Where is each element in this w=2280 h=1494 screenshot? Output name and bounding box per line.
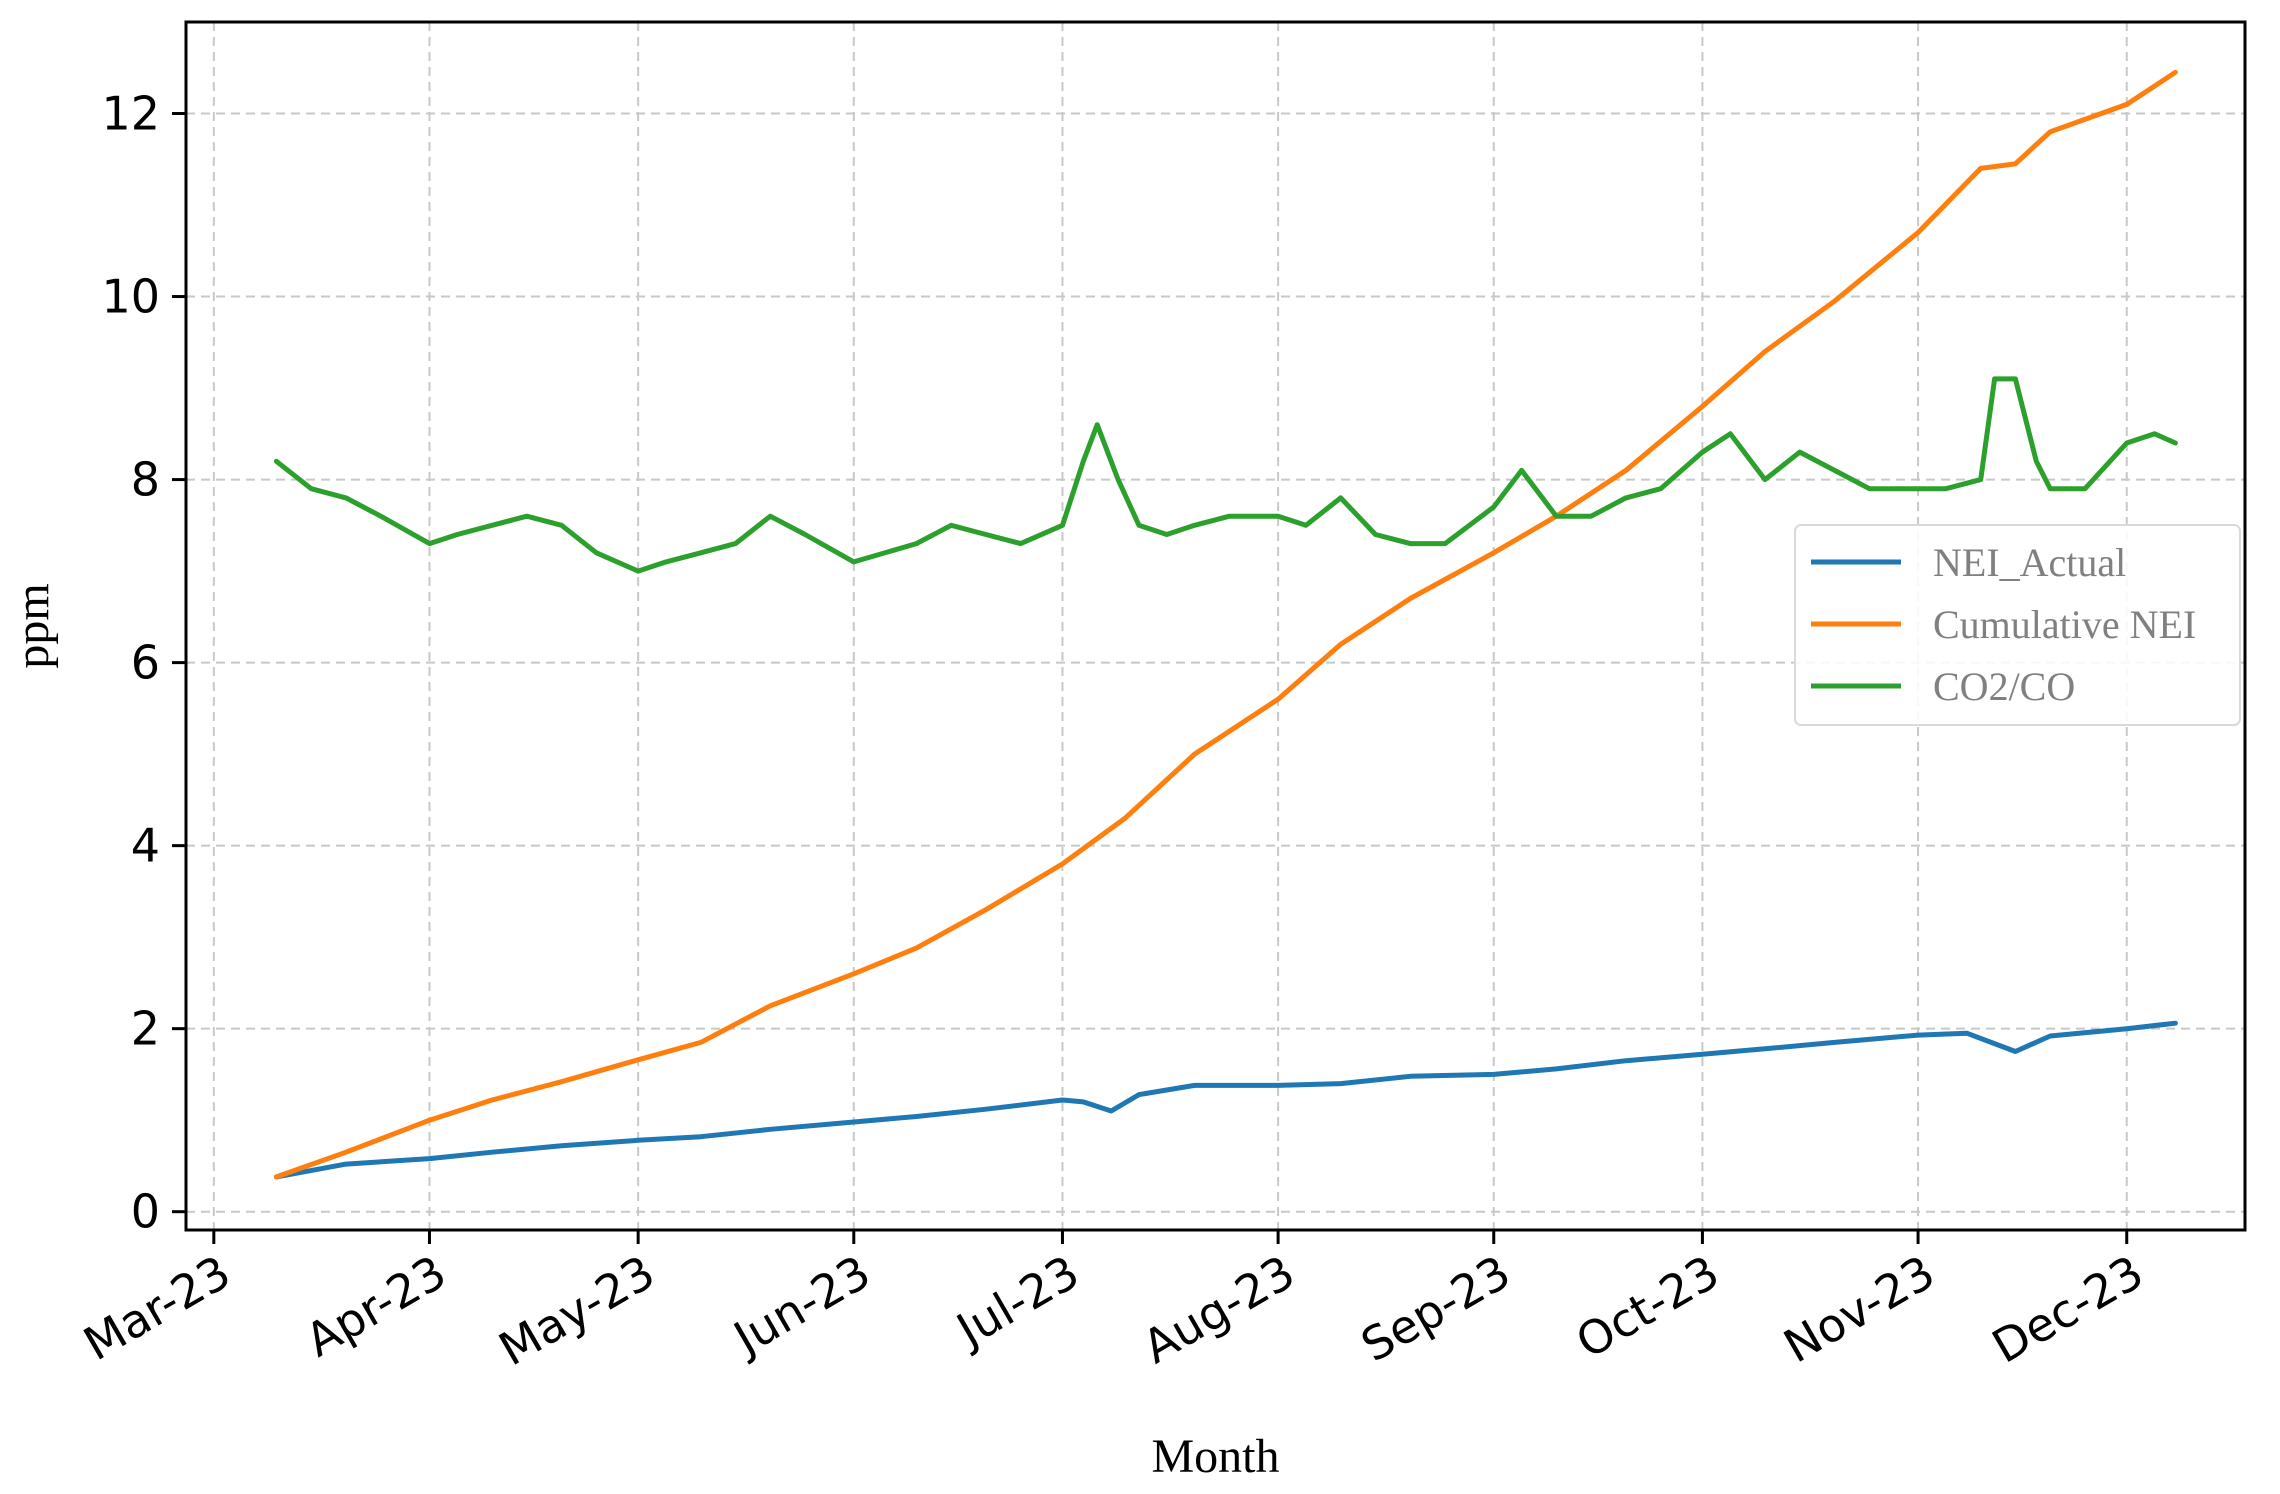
series-line-co2-co [273, 376, 2178, 574]
x-tick-label: Sep-23 [1352, 1245, 1519, 1373]
x-tick-label: Mar-23 [75, 1245, 240, 1371]
y-axis-ticks: 0 2 4 6 8 10 12 [101, 87, 186, 1239]
x-tick-label: May-23 [490, 1245, 664, 1376]
x-axis-ticks: Mar-23 Apr-23 May-23 Jun-23 Jul-23 Aug-23 Sep-… [75, 1230, 2152, 1376]
legend-entry: Cumulative NEI [1933, 602, 2196, 647]
y-tick-label: 12 [101, 87, 160, 141]
series-lines [273, 69, 2178, 1180]
x-tick-label: Nov-23 [1775, 1245, 1944, 1374]
y-axis-label: ppm [6, 583, 59, 668]
y-tick-label: 8 [131, 453, 160, 507]
series-line-nei-actual [273, 1020, 2178, 1180]
y-tick-label: 6 [131, 636, 160, 690]
y-tick-label: 10 [101, 270, 160, 324]
y-tick-label: 2 [131, 1002, 160, 1056]
x-tick-label: Oct-23 [1567, 1245, 1728, 1369]
x-tick-label: Jun-23 [722, 1245, 879, 1367]
legend: NEI_Actual Cumulative NEI CO2/CO [1794, 524, 2241, 726]
legend-entry: NEI_Actual [1933, 540, 2126, 585]
y-tick-label: 4 [131, 819, 160, 873]
x-tick-label: Aug-23 [1134, 1245, 1304, 1374]
x-axis-label: Month [1151, 1430, 1279, 1483]
legend-box [1794, 524, 2241, 726]
plot-frame [184, 20, 2247, 1232]
legend-entry: CO2/CO [1933, 664, 2075, 709]
y-tick-label: 0 [131, 1185, 160, 1239]
x-tick-label: Dec-23 [1983, 1245, 2152, 1374]
x-tick-label: Jul-23 [945, 1245, 1088, 1359]
series-line-cumulative-nei [273, 69, 2178, 1180]
x-tick-label: Apr-23 [297, 1245, 455, 1368]
